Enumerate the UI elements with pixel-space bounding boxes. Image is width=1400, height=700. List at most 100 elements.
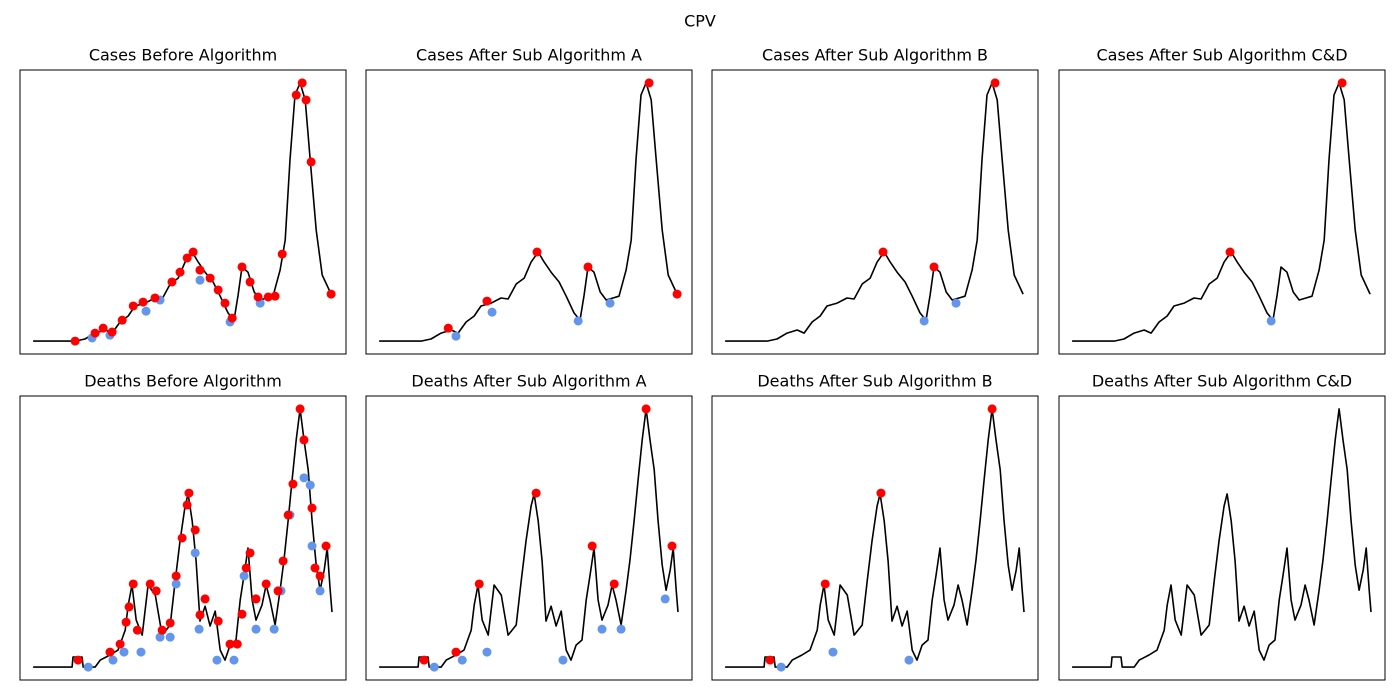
trough-marker: [141, 306, 151, 316]
panel-title: Cases After Sub Algorithm A: [416, 46, 642, 65]
peak-marker: [105, 647, 115, 657]
peak-marker: [253, 292, 263, 302]
peak-marker: [128, 579, 138, 589]
plot-frame: [19, 69, 347, 355]
peak-marker: [171, 571, 181, 581]
data-line: [725, 408, 1025, 668]
peak-marker: [644, 78, 654, 88]
peak-marker: [878, 247, 888, 257]
peak-marker: [188, 247, 198, 257]
peak-marker: [990, 78, 1000, 88]
trough-marker: [1266, 316, 1276, 326]
peak-marker: [190, 525, 200, 535]
peak-marker: [672, 289, 682, 299]
peak-marker: [321, 541, 331, 551]
peak-marker: [283, 510, 293, 520]
plot-frame: [1058, 69, 1386, 355]
trough-marker: [239, 571, 249, 581]
trough-marker: [194, 624, 204, 634]
peak-marker: [132, 625, 142, 635]
peak-marker: [73, 655, 83, 665]
peak-marker: [245, 277, 255, 287]
peak-marker: [532, 247, 542, 257]
peak-marker: [273, 586, 283, 596]
trough-marker: [229, 655, 239, 665]
peak-marker: [278, 556, 288, 566]
trough-marker: [573, 316, 583, 326]
peak-marker: [70, 336, 80, 346]
peak-marker: [443, 323, 453, 333]
peak-marker: [245, 548, 255, 558]
panel-title: Deaths After Sub Algorithm B: [757, 372, 992, 391]
peak-marker: [167, 277, 177, 287]
peak-marker: [232, 639, 242, 649]
trough-marker: [195, 275, 205, 285]
peak-marker: [297, 78, 307, 88]
peak-marker: [306, 157, 316, 167]
peak-marker: [929, 262, 939, 272]
peak-marker: [195, 265, 205, 275]
figure-title: CPV: [684, 12, 716, 31]
trough-marker: [251, 624, 261, 634]
plot-frame: [1058, 395, 1386, 681]
trough-marker: [597, 624, 607, 634]
trough-marker: [919, 316, 929, 326]
trough-marker: [212, 655, 222, 665]
trough-marker: [136, 647, 146, 657]
panel-title: Cases After Sub Algorithm C&D: [1096, 46, 1347, 65]
peak-marker: [124, 602, 134, 612]
trough-marker: [155, 632, 165, 642]
peak-marker: [205, 273, 215, 283]
peak-marker: [121, 617, 131, 627]
data-line: [379, 82, 678, 342]
peak-marker: [213, 616, 223, 626]
plot-frame: [365, 69, 693, 355]
peak-marker: [200, 594, 210, 604]
peak-marker: [220, 298, 230, 308]
peak-marker: [128, 301, 138, 311]
peak-marker: [195, 610, 205, 620]
peak-marker: [820, 579, 830, 589]
peak-marker: [1337, 78, 1347, 88]
peak-marker: [326, 289, 336, 299]
peak-marker: [299, 435, 309, 445]
peak-marker: [876, 488, 886, 498]
trough-marker: [776, 662, 786, 672]
panel-title: Cases Before Algorithm: [89, 46, 277, 65]
peak-marker: [237, 609, 247, 619]
trough-marker: [951, 298, 961, 308]
peak-marker: [237, 262, 247, 272]
trough-marker: [451, 331, 461, 341]
peak-marker: [291, 90, 301, 100]
trough-marker: [299, 473, 309, 483]
peak-marker: [165, 618, 175, 628]
data-line: [1072, 408, 1372, 668]
data-line: [379, 408, 679, 668]
data-line: [33, 82, 332, 342]
trough-marker: [119, 647, 129, 657]
peak-marker: [609, 579, 619, 589]
peak-marker: [117, 315, 127, 325]
peak-marker: [138, 297, 148, 307]
peak-marker: [145, 579, 155, 589]
peak-marker: [175, 267, 185, 277]
peak-marker: [1225, 247, 1235, 257]
peak-marker: [277, 249, 287, 259]
panel-title: Cases After Sub Algorithm B: [762, 46, 988, 65]
trough-marker: [190, 548, 200, 558]
trough-marker: [165, 632, 175, 642]
trough-marker: [487, 307, 497, 317]
peak-marker: [225, 639, 235, 649]
data-line: [1072, 82, 1371, 342]
trough-marker: [269, 624, 279, 634]
peak-marker: [241, 563, 251, 573]
trough-marker: [660, 594, 670, 604]
trough-marker: [482, 647, 492, 657]
peak-marker: [315, 571, 325, 581]
peak-marker: [307, 503, 317, 513]
trough-marker: [305, 480, 315, 490]
peak-marker: [107, 327, 117, 337]
peak-marker: [251, 594, 261, 604]
peak-marker: [90, 328, 100, 338]
